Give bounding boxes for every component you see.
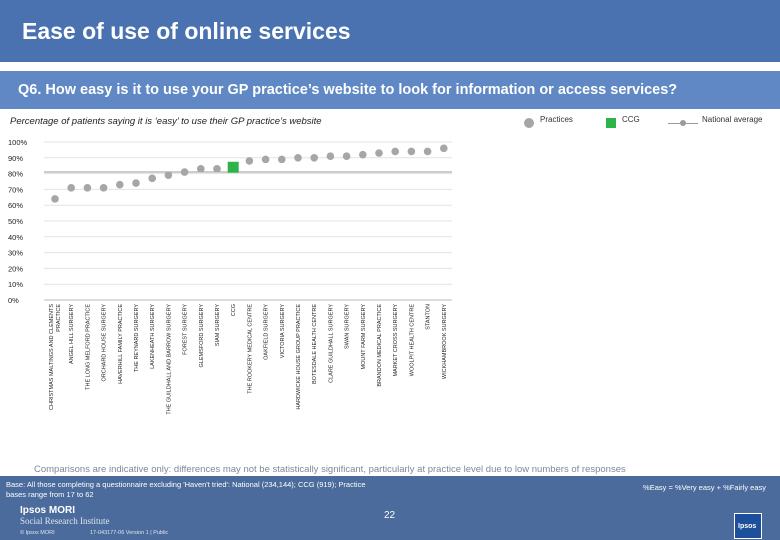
category-label: BRANDON MEDICAL PRACTICE xyxy=(377,304,383,387)
formula-text: %Easy = %Very easy + %Fairly easy xyxy=(643,483,766,492)
category-label: THE GUILDHALL AND BARROW SURGERY xyxy=(166,304,172,415)
practice-point xyxy=(116,180,124,189)
y-tick-label: 80% xyxy=(8,170,23,179)
category-label: VICTORIA SURGERY xyxy=(280,304,286,359)
category-label: OAKFIELD SURGERY xyxy=(264,304,270,360)
version-text: 17-043177-06 Version 1 | Public xyxy=(90,530,169,536)
practice-point xyxy=(180,168,189,176)
practice-point xyxy=(407,147,416,156)
y-tick-label: 10% xyxy=(8,280,23,289)
category-label: MARKET CROSS SURGERY xyxy=(393,304,399,377)
base-text: Base: All those completing a questionnai… xyxy=(6,480,366,499)
ccg-point xyxy=(227,161,239,173)
category-label: BOTESDALE HEALTH CENTRE xyxy=(312,304,318,384)
category-label: THE LONG MELFORD PRACTICE xyxy=(85,304,91,390)
legend-ccg-label: CCG xyxy=(622,115,640,124)
brand-name: Ipsos MORI xyxy=(20,505,76,516)
page-title: Ease of use of online services xyxy=(22,18,351,44)
legend-national-label: National average xyxy=(702,115,763,124)
practice-point xyxy=(148,174,156,183)
category-label: FOREST SURGERY xyxy=(183,304,189,355)
copyright: © Ipsos MORI xyxy=(20,530,55,536)
category-label: THE ROOKERY MEDICAL CENTRE xyxy=(247,304,253,394)
y-tick-label: 0% xyxy=(8,296,19,305)
title-band xyxy=(0,0,780,62)
question-text: Q6. How easy is it to use your GP practi… xyxy=(18,82,678,98)
practice-point xyxy=(261,155,270,164)
y-tick-label: 90% xyxy=(8,154,23,163)
practice-point xyxy=(310,154,319,162)
category-label: HARDWICKE HOUSE GROUP PRACTICE xyxy=(296,304,302,410)
question-band xyxy=(0,71,780,109)
category-label: LAKENHEATH SURGERY xyxy=(150,304,156,369)
y-tick-label: 20% xyxy=(8,264,23,273)
y-tick-label: 70% xyxy=(8,185,23,194)
category-label: HAVERHILL FAMILY PRACTICE xyxy=(118,304,124,384)
y-tick-label: 40% xyxy=(8,233,23,242)
practice-point xyxy=(245,157,254,165)
y-tick-label: 30% xyxy=(8,249,23,258)
practice-point xyxy=(51,195,59,203)
category-label: ORCHARD HOUSE SURGERY xyxy=(102,304,108,382)
legend-ccg-marker xyxy=(606,118,616,128)
practice-point xyxy=(132,179,140,187)
practice-point xyxy=(342,152,351,161)
practice-point xyxy=(278,155,286,164)
practice-point xyxy=(213,165,221,173)
scatter-chart: 0% 10% 20% 30% 40% 50% 60% 70% 80% 90% 100% CHRISTM… xyxy=(8,138,452,415)
ipsos-logo-text: Ipsos xyxy=(738,523,757,530)
category-label: ANGEL HILL SURGERY xyxy=(69,304,75,364)
brand-subname: Social Research Institute xyxy=(20,516,110,526)
practice-point xyxy=(83,184,92,192)
category-label: CLARE GUILDHALL SURGERY xyxy=(328,304,334,383)
category-label: WICKHAMBROOK SURGERY xyxy=(442,304,448,379)
practice-point xyxy=(423,147,432,156)
practice-point xyxy=(99,184,108,192)
chart-subtitle: Percentage of patients saying it is ‘eas… xyxy=(10,116,322,127)
legend-practices-marker xyxy=(524,118,534,128)
practice-point xyxy=(326,152,335,161)
category-label: CHRISTMAS MALTINGS AND CLEMENTSPRACTICE xyxy=(49,304,62,410)
page-number: 22 xyxy=(384,510,396,521)
category-label: CCG xyxy=(231,304,237,316)
practice-point xyxy=(359,150,367,159)
category-label: WOOLPIT HEALTH CENTRE xyxy=(409,304,415,377)
category-label: SIAM SURGERY xyxy=(215,304,221,346)
category-label: MOUNT FARM SURGERY xyxy=(361,304,367,370)
legend-national-marker xyxy=(680,120,686,126)
practice-point xyxy=(164,171,173,179)
comparison-note: Comparisons are indicative only: differe… xyxy=(34,464,626,475)
category-label: STANTON xyxy=(426,304,432,330)
category-label: GLEMSFORD SURGERY xyxy=(199,304,205,368)
ipsos-logo xyxy=(734,513,762,539)
category-label: THE REYNARD SURGERY xyxy=(134,304,140,372)
practice-point xyxy=(440,144,448,153)
footer-band xyxy=(0,476,780,540)
y-tick-label: 60% xyxy=(8,201,23,210)
practice-point xyxy=(375,149,383,157)
practice-point xyxy=(67,184,75,192)
practice-point xyxy=(294,154,302,162)
y-tick-label: 100% xyxy=(8,138,28,147)
practice-point xyxy=(197,165,205,173)
practice-point xyxy=(391,147,400,156)
y-tick-label: 50% xyxy=(8,217,23,226)
legend-practices-label: Practices xyxy=(540,115,573,124)
category-label: SWAN SURGERY xyxy=(345,304,351,349)
